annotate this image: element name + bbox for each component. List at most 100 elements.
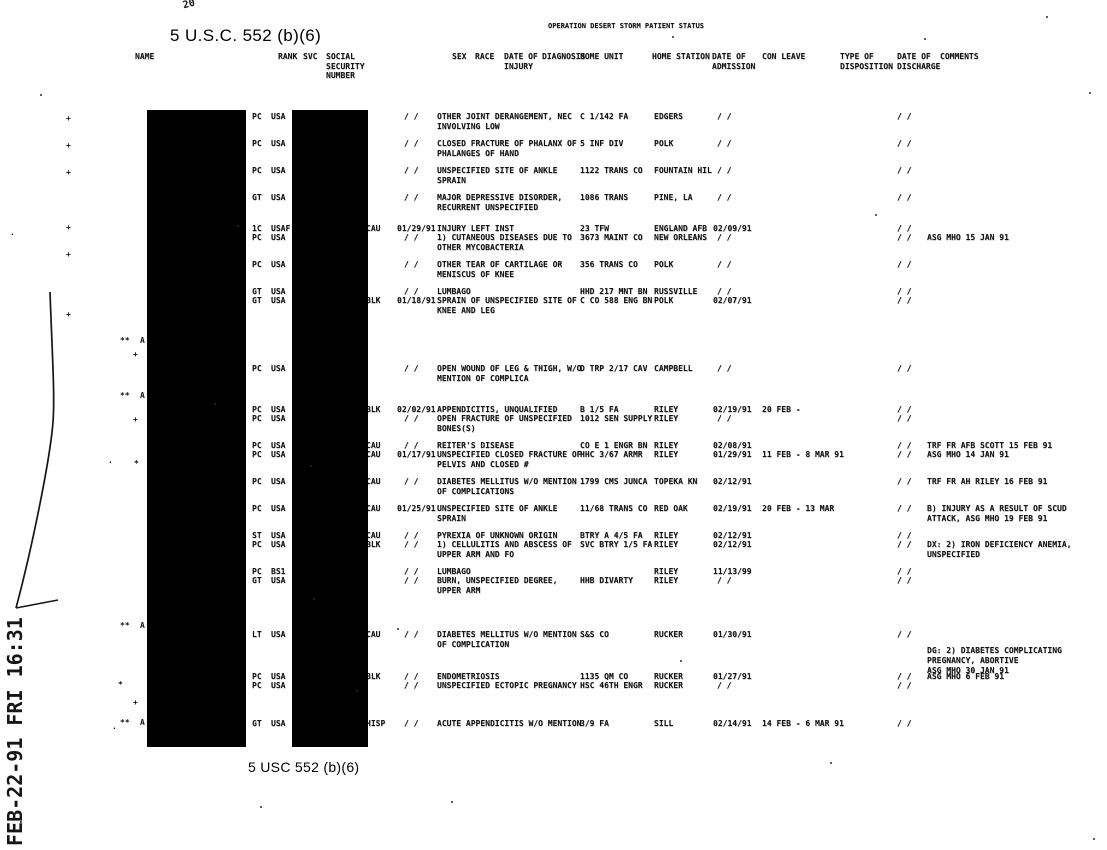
- cell-admission-date: 02/12/91: [713, 531, 752, 540]
- cell-home-unit: 356 TRANS CO: [580, 260, 638, 269]
- noise-dot: [830, 762, 832, 764]
- noise-dot: [875, 214, 877, 216]
- cell-diagnosis: MENISCUS OF KNEE: [437, 269, 515, 279]
- foia-exemption-bottom: 5 USC 552 (b)(6): [248, 759, 360, 775]
- foia-exemption-top: 5 U.S.C. 552 (b)(6): [170, 26, 322, 45]
- noise-dot: [20, 821, 22, 823]
- cell-rank: PC: [252, 504, 262, 513]
- cell-comments: UNSPECIFIED: [927, 550, 980, 559]
- cell-home-station: TOPEKA KN: [654, 477, 698, 486]
- cell-comments: TRF FR AH RILEY 16 FEB 91: [927, 477, 1048, 486]
- header-date_admission: DATE OF: [712, 52, 746, 61]
- cell-diagnosis: OPEN FRACTURE OF UNSPECIFIED: [437, 414, 572, 423]
- header-date_discharge: DATE OF: [897, 52, 931, 61]
- noise-dot: [451, 801, 453, 803]
- cell-svc: USA: [271, 531, 286, 540]
- cell-svc: USA: [271, 364, 286, 373]
- cell-rank: PC: [252, 414, 262, 423]
- cell-admission-date: / /: [717, 139, 732, 148]
- cell-rank: 1C: [252, 224, 262, 233]
- cell-home-station: RILEY: [654, 531, 679, 540]
- cell-discharge-date: / /: [897, 477, 912, 486]
- cell-home-station: RILEY: [654, 567, 679, 576]
- cell-admission-date: 01/29/91: [713, 450, 752, 459]
- cell-diagnosis: PHALANGES OF HAND: [437, 148, 519, 158]
- margin-mark: A: [140, 718, 145, 727]
- cell-injury-date: / /: [404, 681, 419, 690]
- margin-mark: **: [120, 336, 130, 345]
- cell-diagnosis: LUMBAGO: [437, 567, 471, 576]
- cell-svc: USA: [271, 112, 286, 121]
- cell-home-unit: 1086 TRANS: [580, 193, 629, 202]
- cell-admission-date: / /: [717, 166, 732, 175]
- margin-mark: **: [120, 391, 130, 400]
- cell-discharge-date: / /: [897, 296, 912, 305]
- cell-injury-date: / /: [404, 233, 419, 242]
- cell-diagnosis: UNSPECIFIED SITE OF ANKLE: [437, 504, 558, 513]
- cell-discharge-date: / /: [897, 672, 912, 681]
- cell-svc: USA: [271, 405, 286, 414]
- cell-svc: USA: [271, 540, 286, 549]
- margin-mark: +: [133, 350, 138, 359]
- header-svc: SVC: [303, 52, 318, 61]
- cell-rank: GT: [252, 193, 262, 202]
- cell-home-unit: 1135 QM CO: [580, 672, 629, 681]
- cell-home-unit: C CO 588 ENG BN: [580, 296, 653, 305]
- header-race: RACE: [475, 52, 495, 61]
- cell-injury-date: / /: [404, 719, 419, 728]
- margin-mark: +: [66, 168, 71, 177]
- cell-race: CAU: [366, 224, 381, 233]
- cell-home-unit: HSC 46TH ENGR: [580, 681, 643, 690]
- cell-svc: USA: [271, 296, 286, 305]
- noise-dot: [1093, 838, 1095, 840]
- cell-rank: PC: [252, 112, 262, 121]
- cell-rank: PC: [252, 540, 262, 549]
- cell-home-station: RILEY: [654, 540, 679, 549]
- cell-discharge-date: / /: [897, 260, 912, 269]
- cell-discharge-date: / /: [897, 166, 912, 175]
- noise-dot: [1089, 92, 1091, 94]
- cell-home-unit: 1122 TRANS CO: [580, 166, 643, 175]
- cell-admission-date: / /: [717, 287, 732, 296]
- cell-discharge-date: / /: [897, 139, 912, 148]
- header-date_injury: INJURY: [504, 61, 533, 71]
- cell-race: CAU: [366, 531, 381, 540]
- header-date_admission: ADMISSION: [712, 61, 756, 71]
- cell-home-unit: 1012 SEN SUPPLY: [580, 414, 653, 423]
- cell-discharge-date: / /: [897, 540, 912, 549]
- margin-mark: **: [120, 621, 130, 630]
- cell-discharge-date: / /: [897, 681, 912, 690]
- cell-admission-date: 02/09/91: [713, 224, 752, 233]
- cell-diagnosis: UNSPECIFIED SITE OF ANKLE: [437, 166, 558, 175]
- cell-injury-date: 01/29/91: [397, 224, 436, 233]
- cell-admission-date: 02/12/91: [713, 477, 752, 486]
- cell-discharge-date: / /: [897, 450, 912, 459]
- cell-injury-date: / /: [404, 672, 419, 681]
- cell-race: CAU: [366, 477, 381, 486]
- cell-home-unit: B 1/5 FA: [580, 405, 619, 414]
- cell-rank: PC: [252, 681, 262, 690]
- cell-race: BLK: [366, 405, 381, 414]
- cell-rank: GT: [252, 576, 262, 585]
- cell-home-station: POLK: [654, 260, 674, 269]
- cell-race: HISP: [366, 719, 386, 728]
- cell-comments: PREGNANCY, ABORTIVE: [927, 656, 1019, 665]
- cell-home-unit: D TRP 2/17 CAV: [580, 364, 648, 373]
- cell-admission-date: / /: [717, 233, 732, 242]
- noise-dot: [680, 660, 682, 662]
- cell-diagnosis: CLOSED FRACTURE OF PHALANX OF: [437, 139, 577, 148]
- cell-race: CAU: [366, 441, 381, 450]
- cell-rank: PC: [252, 567, 262, 576]
- page-number: 20: [181, 0, 197, 12]
- cell-injury-date: / /: [404, 139, 419, 148]
- cell-diagnosis: ENDOMETRIOSIS: [437, 672, 500, 681]
- cell-comments: B) INJURY AS A RESULT OF SCUD: [927, 504, 1067, 513]
- cell-diagnosis: ACUTE APPENDICITIS W/O MENTION: [437, 719, 582, 728]
- cell-race: BLK: [366, 296, 381, 305]
- cell-diagnosis: MAJOR DEPRESSIVE DISORDER,: [437, 193, 563, 202]
- cell-injury-date: / /: [404, 576, 419, 585]
- cell-home-station: RILEY: [654, 576, 679, 585]
- cell-home-station: RED OAK: [654, 504, 688, 513]
- cell-race: CAU: [366, 450, 381, 459]
- cell-diagnosis: BURN, UNSPECIFIED DEGREE,: [437, 576, 558, 585]
